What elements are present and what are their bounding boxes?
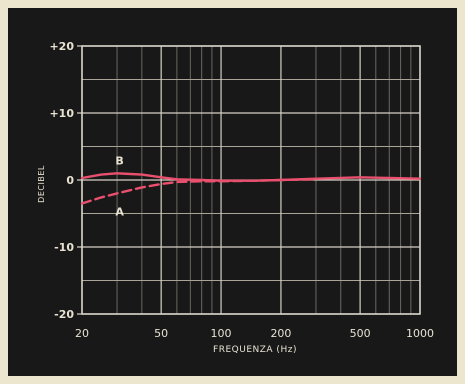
y-tick-label: -10 xyxy=(54,241,74,254)
series-label-a: A xyxy=(115,205,124,218)
x-tick-label: 50 xyxy=(154,327,168,340)
x-tick-label: 20 xyxy=(75,327,89,340)
y-tick-label: +20 xyxy=(49,40,74,53)
x-tick-label: 100 xyxy=(211,327,232,340)
series-line-b xyxy=(80,172,422,182)
y-tick-label: +10 xyxy=(49,107,74,120)
y-tick-label: 0 xyxy=(66,174,74,187)
y-axis-label: DECIBEL xyxy=(37,165,46,203)
series-label-b: B xyxy=(115,154,123,167)
x-axis-label: FREQUENZA (Hz) xyxy=(213,345,297,355)
x-tick-label: 200 xyxy=(270,327,291,340)
series-line-a xyxy=(80,178,318,205)
series-group xyxy=(80,172,422,205)
y-tick-label: -20 xyxy=(54,308,74,321)
x-tick-label: 500 xyxy=(350,327,371,340)
x-tick-label: 1000 xyxy=(406,327,434,340)
